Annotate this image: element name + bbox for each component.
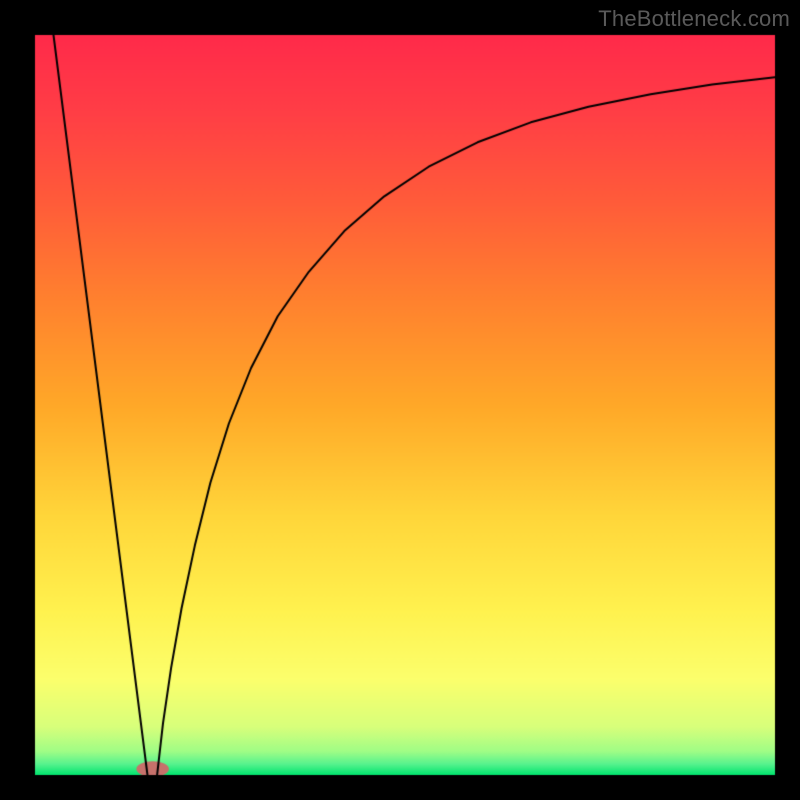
bottleneck-chart-canvas xyxy=(0,0,800,800)
watermark-text: TheBottleneck.com xyxy=(598,6,790,32)
